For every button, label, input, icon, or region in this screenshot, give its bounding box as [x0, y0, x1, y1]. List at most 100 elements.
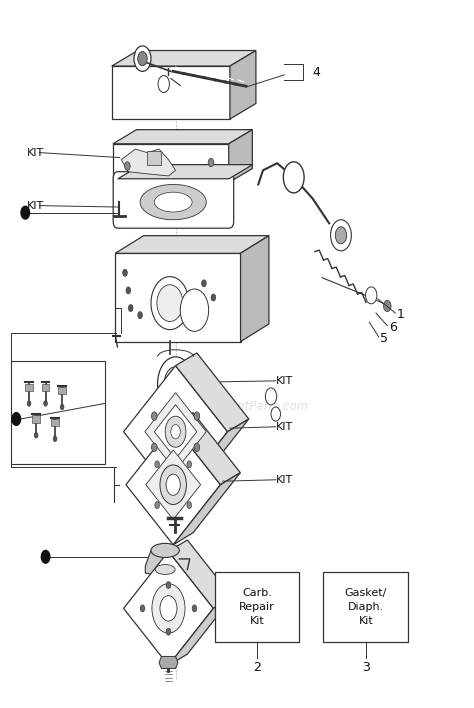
Circle shape [158, 76, 169, 93]
Polygon shape [175, 353, 249, 432]
Polygon shape [115, 253, 240, 342]
FancyBboxPatch shape [32, 416, 40, 423]
Circle shape [128, 304, 133, 312]
Circle shape [283, 162, 304, 193]
Circle shape [335, 227, 346, 244]
Circle shape [152, 583, 185, 633]
Circle shape [383, 300, 391, 312]
Polygon shape [124, 365, 228, 498]
Circle shape [12, 413, 20, 426]
Polygon shape [229, 130, 252, 183]
Circle shape [330, 219, 351, 251]
Circle shape [166, 474, 180, 496]
Circle shape [265, 388, 277, 405]
Circle shape [44, 401, 47, 406]
Text: 3: 3 [362, 661, 370, 673]
FancyBboxPatch shape [323, 571, 408, 641]
Circle shape [155, 461, 160, 468]
Circle shape [194, 412, 200, 421]
Text: KIT: KIT [27, 200, 44, 210]
Polygon shape [175, 419, 249, 498]
Circle shape [60, 404, 64, 410]
Polygon shape [146, 550, 185, 576]
Circle shape [365, 287, 377, 304]
FancyBboxPatch shape [147, 152, 161, 166]
Text: eReplacementParts.com: eReplacementParts.com [165, 401, 309, 413]
Polygon shape [168, 597, 232, 666]
Polygon shape [173, 473, 240, 544]
Circle shape [164, 367, 187, 401]
Circle shape [155, 501, 160, 508]
Text: 2: 2 [254, 661, 261, 673]
Circle shape [21, 206, 29, 219]
Polygon shape [126, 425, 220, 544]
Circle shape [53, 436, 57, 442]
Polygon shape [159, 656, 178, 668]
Circle shape [166, 628, 171, 635]
Circle shape [187, 461, 191, 468]
Text: Gasket/
Diaph.
Kit: Gasket/ Diaph. Kit [345, 588, 387, 626]
Circle shape [125, 162, 130, 171]
Circle shape [157, 357, 193, 411]
Polygon shape [230, 50, 256, 119]
Circle shape [123, 269, 128, 276]
Polygon shape [121, 149, 175, 176]
Ellipse shape [155, 564, 175, 574]
Circle shape [151, 412, 157, 421]
Circle shape [41, 550, 50, 563]
Polygon shape [124, 552, 213, 666]
Circle shape [194, 443, 200, 452]
FancyBboxPatch shape [25, 384, 33, 391]
Text: KIT: KIT [27, 147, 44, 158]
Polygon shape [168, 540, 232, 608]
Polygon shape [11, 361, 105, 464]
Circle shape [187, 501, 191, 508]
Polygon shape [112, 50, 256, 66]
FancyBboxPatch shape [58, 387, 66, 394]
Polygon shape [113, 144, 229, 183]
Polygon shape [240, 236, 269, 342]
Polygon shape [112, 66, 230, 119]
Circle shape [180, 289, 209, 331]
Circle shape [201, 280, 206, 287]
Text: 4: 4 [313, 66, 320, 79]
Polygon shape [146, 450, 201, 520]
Polygon shape [113, 130, 252, 144]
Polygon shape [118, 165, 253, 178]
FancyBboxPatch shape [113, 172, 234, 228]
Circle shape [211, 294, 216, 301]
Circle shape [192, 605, 197, 612]
Circle shape [138, 312, 143, 319]
Polygon shape [173, 413, 240, 485]
Ellipse shape [140, 184, 206, 219]
Circle shape [138, 52, 147, 66]
Circle shape [126, 287, 131, 294]
FancyBboxPatch shape [51, 419, 59, 426]
Text: KIT: KIT [276, 376, 293, 386]
Text: 5: 5 [380, 332, 388, 345]
Circle shape [27, 401, 31, 406]
Circle shape [134, 46, 151, 72]
FancyBboxPatch shape [42, 384, 49, 391]
Ellipse shape [155, 192, 192, 212]
Text: 1: 1 [397, 308, 405, 321]
Circle shape [171, 425, 180, 439]
Ellipse shape [151, 277, 189, 330]
Circle shape [170, 375, 181, 392]
Polygon shape [115, 236, 269, 253]
Circle shape [165, 416, 186, 447]
Circle shape [166, 581, 171, 588]
Text: 6: 6 [389, 321, 397, 333]
Ellipse shape [151, 543, 179, 557]
Circle shape [34, 433, 38, 438]
Circle shape [151, 443, 157, 452]
Circle shape [160, 595, 177, 621]
Circle shape [208, 159, 214, 167]
FancyBboxPatch shape [215, 571, 300, 641]
Polygon shape [155, 405, 197, 459]
Circle shape [140, 605, 145, 612]
Text: KIT: KIT [276, 422, 293, 432]
Ellipse shape [157, 285, 183, 321]
Circle shape [271, 407, 281, 421]
Text: KIT: KIT [276, 475, 293, 485]
